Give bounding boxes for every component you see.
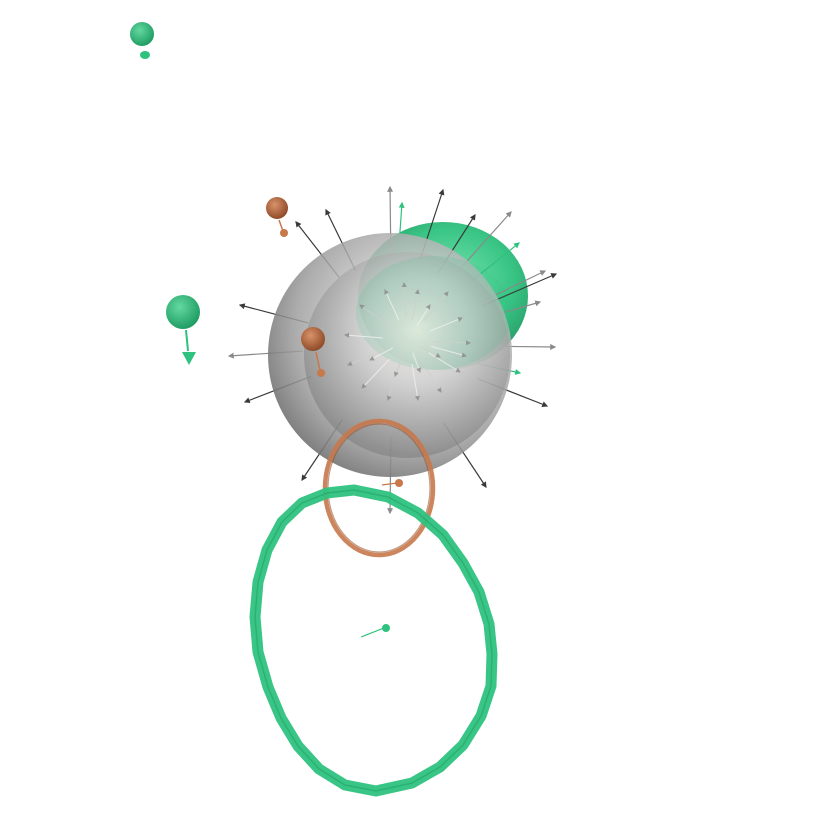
- inner-normal-arrow: [423, 291, 449, 322]
- inner-normal-arrow: [416, 304, 431, 327]
- inner-normal-arrow: [412, 352, 421, 373]
- inner-normal-arrow: [432, 340, 471, 346]
- inner-normal-arrow: [386, 363, 401, 401]
- inner-normal-arrow: [431, 345, 467, 358]
- inner-normal-arrow: [394, 354, 404, 377]
- inner-normal-arrow: [420, 346, 441, 358]
- small-orange-ball-upper[interactable]: [266, 197, 288, 237]
- green-ring[interactable]: [249, 484, 498, 797]
- inner-normal-arrow: [420, 360, 442, 393]
- inner-gray-sphere[interactable]: [304, 252, 510, 458]
- green-ring-shade: [254, 489, 493, 792]
- inner-normal-arrow: [428, 352, 461, 373]
- inner-normal-arrow: [347, 349, 385, 366]
- small-green-dot-ring-center: [360, 624, 390, 638]
- small-green-ball-left[interactable]: [166, 295, 200, 365]
- inner-normal-arrow: [359, 304, 390, 327]
- small-orange-dot-ring: [381, 479, 403, 487]
- inner-normal-arrow: [401, 282, 407, 318]
- small-orange-ball-mid[interactable]: [301, 327, 325, 377]
- normal-vector-arrows-front: [344, 282, 471, 401]
- inner-normal-arrow: [361, 358, 390, 389]
- inner-green-overlap: [356, 256, 512, 370]
- inner-normal-arrow: [429, 317, 463, 332]
- inner-normal-arrow: [411, 363, 420, 401]
- inner-normal-arrow: [369, 347, 394, 361]
- inner-normal-arrow: [344, 332, 383, 339]
- small-green-ball-top-left[interactable]: [130, 22, 154, 59]
- inner-normal-arrow: [411, 289, 420, 321]
- inner-normal-arrow: [384, 289, 400, 321]
